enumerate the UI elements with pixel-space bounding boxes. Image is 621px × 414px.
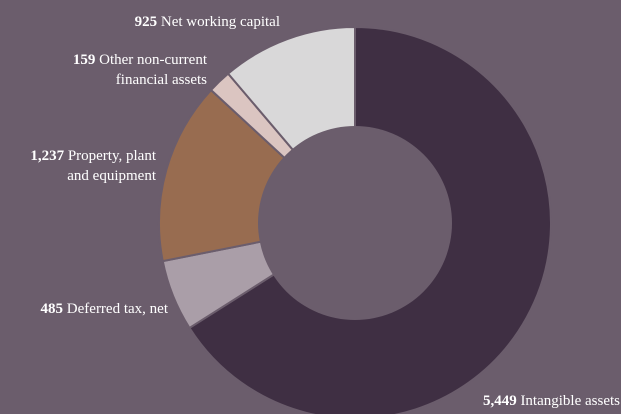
label-property-plant-equipment: 1,237 Property, plant and equipment <box>30 148 157 184</box>
slice-value: 5,449 <box>483 393 521 409</box>
label-deferred-tax: 485 Deferred tax, net <box>41 301 169 317</box>
slice-label-text: Other non-current <box>99 52 208 68</box>
donut-hole <box>258 126 452 320</box>
label-intangible-assets: 5,449 Intangible assets <box>483 393 620 409</box>
slice-value: 925 <box>135 14 161 30</box>
slice-label-text: Deferred tax, net <box>67 301 169 317</box>
slice-label-text: financial assets <box>116 72 207 88</box>
slice-label-text: and equipment <box>67 168 157 184</box>
slice-labels: 5,449 Intangible assets 485 Deferred tax,… <box>30 14 620 409</box>
label-net-working-capital: 925 Net working capital <box>135 14 280 30</box>
slice-label-text: Net working capital <box>161 14 280 30</box>
label-other-financial-assets: 159 Other non-current financial assets <box>73 52 208 88</box>
slice-label-text: Intangible assets <box>520 393 620 409</box>
slice-value: 1,237 <box>30 148 68 164</box>
slice-value: 485 <box>41 301 67 317</box>
slice-value: 159 <box>73 52 99 68</box>
slice-label-text: Property, plant <box>68 148 157 164</box>
